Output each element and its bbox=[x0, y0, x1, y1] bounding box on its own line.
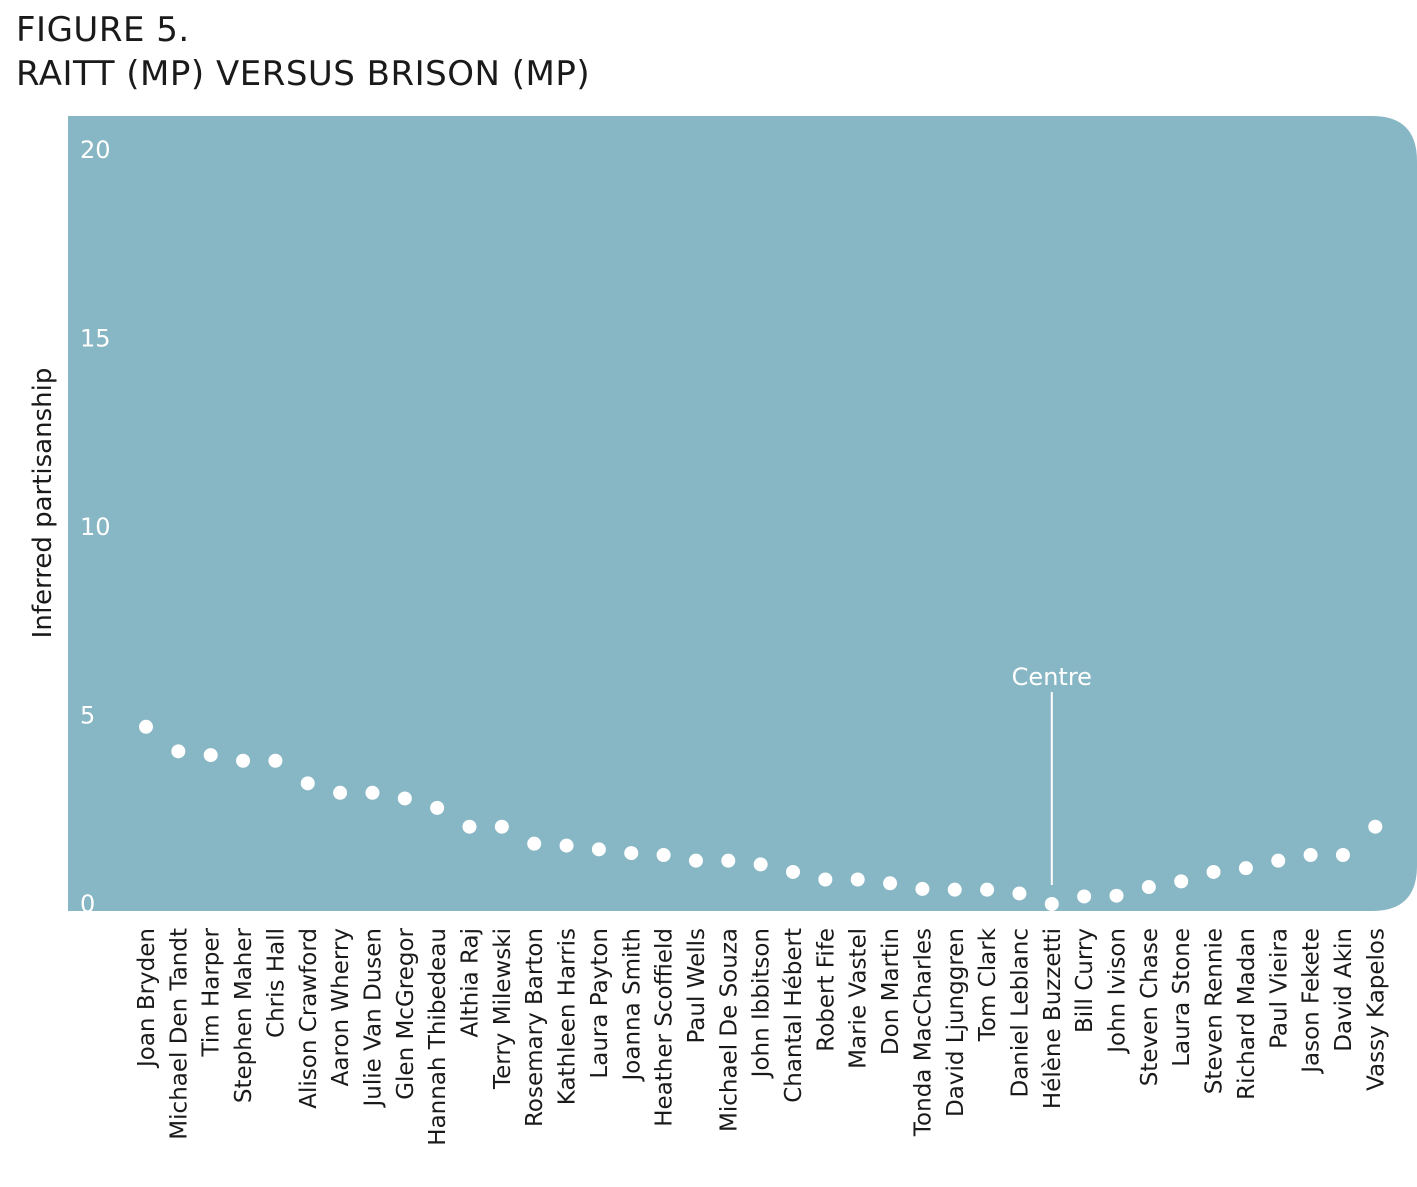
data-point bbox=[559, 838, 574, 853]
data-point bbox=[527, 836, 542, 851]
data-point bbox=[980, 882, 995, 897]
data-point bbox=[1141, 880, 1156, 895]
data-point bbox=[656, 847, 671, 862]
x-axis: Joan Bryden Michael Den Tandt Tim Harper St… bbox=[134, 927, 1389, 1145]
data-point bbox=[139, 719, 153, 734]
y-tick-label: 15 bbox=[80, 325, 111, 353]
centre-annotation: Centre bbox=[1012, 663, 1092, 885]
x-tick-label: Tim Harper bbox=[199, 927, 225, 1057]
data-point bbox=[236, 753, 251, 768]
y-tick-label: 20 bbox=[80, 136, 111, 164]
data-points bbox=[139, 719, 1383, 911]
data-point bbox=[1077, 889, 1092, 904]
data-point bbox=[365, 785, 380, 800]
x-tick-label: Stephen Maher bbox=[231, 927, 257, 1103]
data-point bbox=[268, 753, 283, 768]
x-tick-label: Chantal Hébert bbox=[781, 928, 807, 1103]
y-tick-label: 0 bbox=[80, 890, 95, 918]
x-tick-label: Laura Payton bbox=[587, 928, 613, 1079]
x-tick-label: Laura Stone bbox=[1169, 928, 1195, 1067]
x-tick-label: Rosemary Barton bbox=[522, 928, 548, 1127]
data-point bbox=[300, 776, 315, 791]
data-point bbox=[591, 842, 606, 857]
data-point bbox=[883, 876, 898, 891]
data-point bbox=[1109, 888, 1124, 903]
data-point bbox=[430, 800, 445, 815]
data-point bbox=[1271, 853, 1286, 868]
y-tick-label: 10 bbox=[80, 513, 111, 541]
x-tick-label: John Ivison bbox=[1105, 928, 1131, 1055]
data-point bbox=[753, 857, 768, 872]
data-point bbox=[1012, 886, 1027, 901]
y-axis: 0 5 10 15 20 bbox=[80, 136, 111, 918]
x-tick-label: Don Martin bbox=[878, 928, 904, 1055]
x-tick-label: Paul Vieira bbox=[1266, 928, 1292, 1049]
x-tick-label: Daniel Leblanc bbox=[1007, 928, 1033, 1098]
data-point bbox=[462, 819, 477, 834]
data-point bbox=[624, 846, 639, 861]
x-tick-label: Robert Fife bbox=[813, 928, 839, 1052]
x-tick-label: Tonda MacCharles bbox=[910, 928, 936, 1137]
x-tick-label: Glen McGregor bbox=[393, 927, 419, 1099]
data-point bbox=[397, 791, 412, 806]
x-tick-label: David Ljunggren bbox=[943, 928, 969, 1117]
data-point bbox=[494, 819, 509, 834]
data-point bbox=[850, 872, 865, 887]
x-tick-label: Michael Den Tandt bbox=[166, 928, 192, 1140]
data-point bbox=[203, 748, 218, 763]
figure-title: FIGURE 5. RAITT (MP) VERSUS BRISON (MP) bbox=[16, 8, 590, 96]
x-tick-label: John Ibbitson bbox=[749, 928, 775, 1079]
x-tick-label: Paul Wells bbox=[684, 928, 710, 1044]
x-tick-label: Jason Fekete bbox=[1299, 928, 1325, 1075]
x-tick-label: Heather Scoffield bbox=[652, 928, 678, 1127]
y-tick-label: 5 bbox=[80, 702, 95, 730]
plot-panel bbox=[68, 116, 1417, 911]
x-tick-label: Terry Milewski bbox=[490, 928, 516, 1090]
x-tick-label: Julie Van Dusen bbox=[360, 928, 386, 1109]
x-tick-label: Marie Vastel bbox=[846, 928, 872, 1069]
x-tick-label: Steven Chase bbox=[1137, 928, 1163, 1086]
x-tick-label: Vassy Kapelos bbox=[1363, 928, 1389, 1091]
figure-heading: RAITT (MP) VERSUS BRISON (MP) bbox=[16, 54, 591, 94]
x-tick-label: Joanna Smith bbox=[619, 928, 645, 1083]
data-point bbox=[171, 744, 186, 759]
data-point bbox=[1303, 847, 1318, 862]
data-point bbox=[333, 785, 348, 800]
x-tick-label: David Akin bbox=[1331, 928, 1357, 1052]
data-point bbox=[1368, 819, 1383, 834]
x-tick-label: Althia Raj bbox=[458, 928, 484, 1037]
x-tick-label: Steven Rennie bbox=[1202, 928, 1228, 1094]
figure-number: FIGURE 5. bbox=[16, 10, 190, 50]
data-point bbox=[947, 882, 962, 897]
x-tick-label: Richard Madan bbox=[1234, 928, 1260, 1100]
data-point bbox=[1335, 847, 1350, 862]
data-point bbox=[1174, 874, 1189, 889]
y-axis-label: Inferred partisanship bbox=[28, 368, 58, 639]
centre-label: Centre bbox=[1012, 663, 1092, 691]
data-point bbox=[786, 864, 800, 879]
x-tick-label: Michael De Souza bbox=[716, 928, 742, 1132]
data-point bbox=[721, 853, 736, 868]
x-tick-label: Joan Bryden bbox=[134, 928, 160, 1069]
x-tick-label: Hélène Buzzetti bbox=[1040, 928, 1066, 1109]
data-point bbox=[688, 853, 703, 868]
x-tick-label: Kathleen Harris bbox=[555, 928, 581, 1105]
data-point bbox=[1044, 897, 1059, 911]
x-tick-label: Tom Clark bbox=[975, 927, 1001, 1042]
data-point bbox=[915, 881, 930, 896]
x-tick-label: Bill Curry bbox=[1072, 928, 1098, 1033]
data-point bbox=[1206, 864, 1221, 879]
x-tick-label: Aaron Wherry bbox=[328, 928, 354, 1086]
x-tick-label: Alison Crawford bbox=[296, 928, 322, 1109]
x-tick-label: Hannah Thibedeau bbox=[425, 928, 451, 1146]
data-point bbox=[1238, 861, 1253, 876]
data-point bbox=[818, 872, 833, 887]
x-tick-label: Chris Hall bbox=[263, 928, 289, 1038]
